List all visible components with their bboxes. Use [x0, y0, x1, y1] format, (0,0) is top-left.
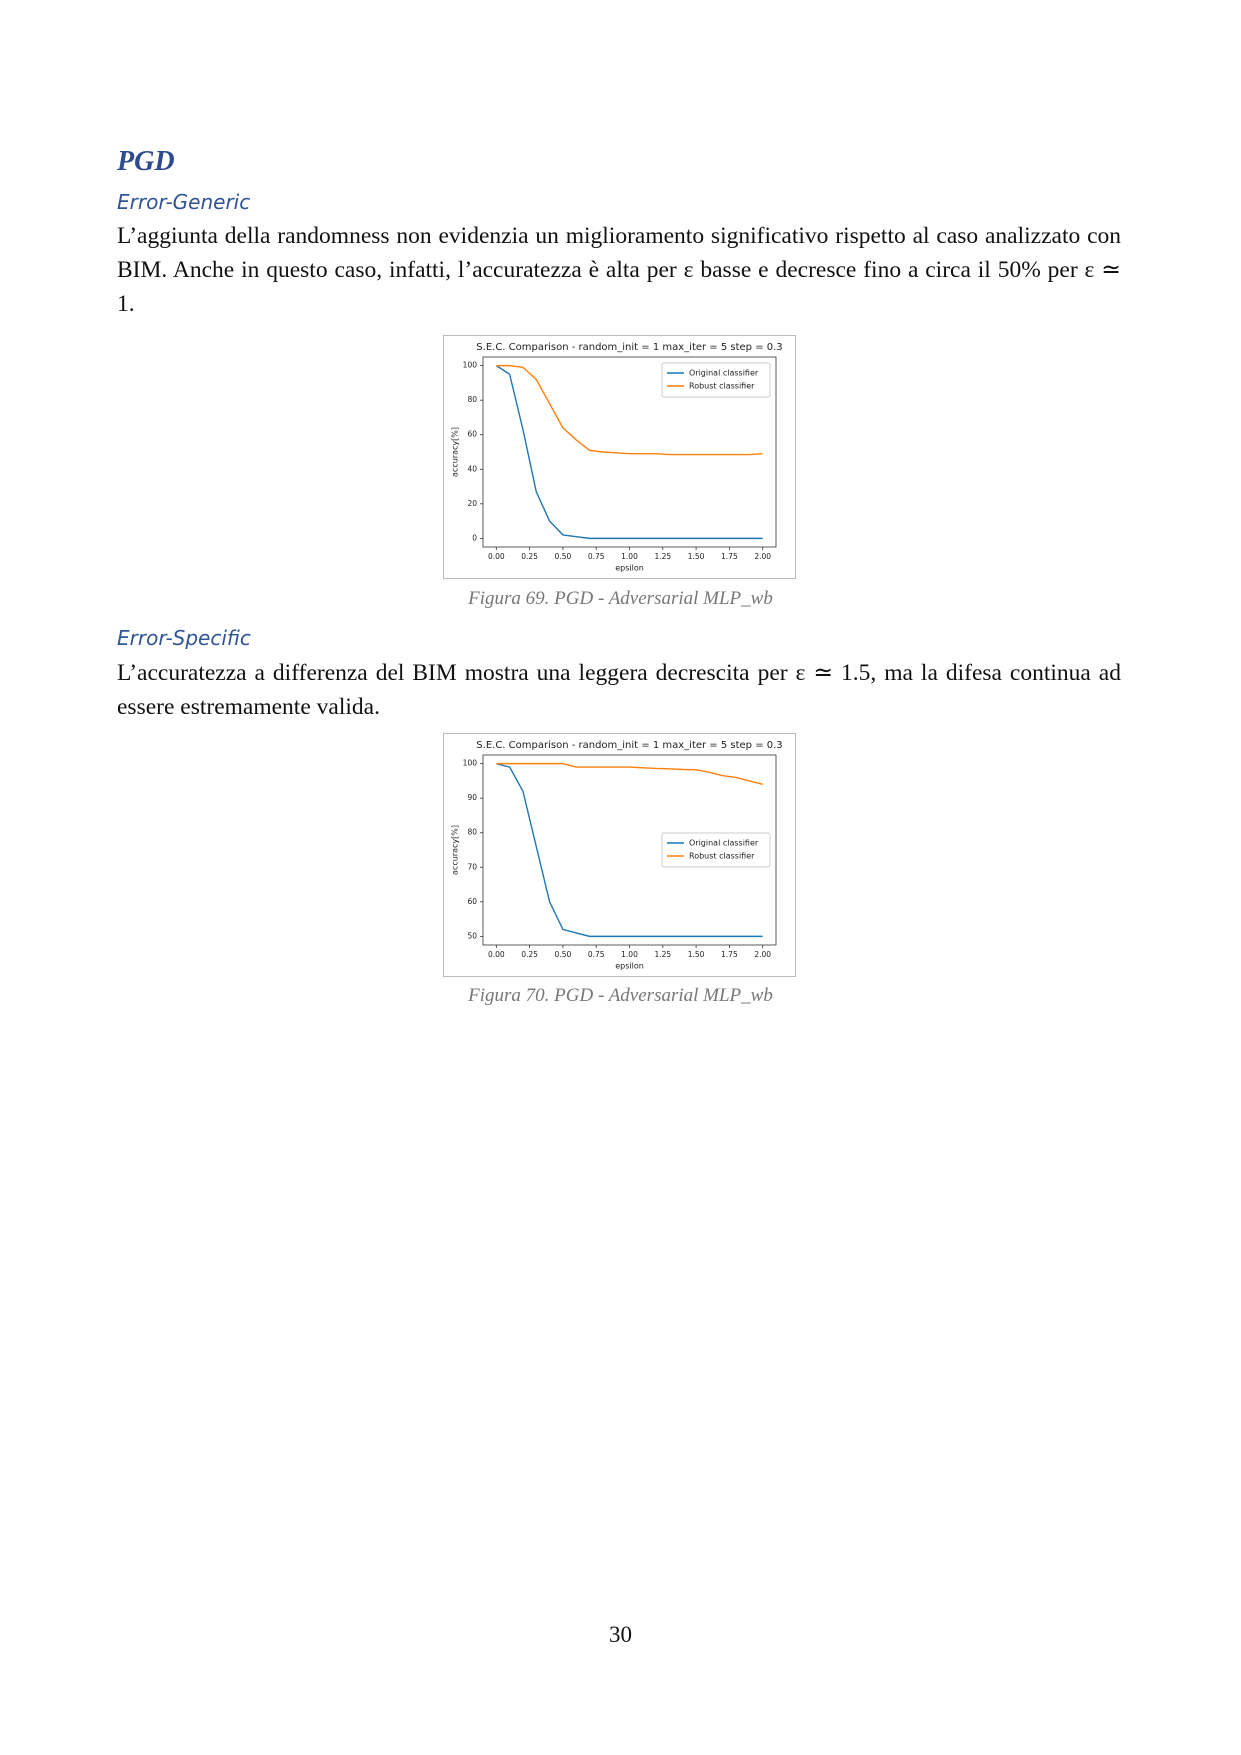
legend-label: Original classifier — [689, 839, 759, 848]
legend-box — [661, 362, 771, 398]
series-line — [495, 365, 763, 540]
series-line — [496, 762, 763, 938]
y-tick-label: 40 — [467, 464, 477, 473]
paragraph: L’accuratezza a differenza del BIM mostr… — [117, 660, 1121, 720]
y-axis-label: accuracy[%] — [451, 825, 460, 875]
y-axis-label: accuracy[%] — [451, 427, 460, 477]
legend-label: Robust classifier — [689, 382, 755, 391]
x-tick-label: 1.25 — [654, 950, 671, 959]
page-number: 30 — [609, 1622, 632, 1647]
y-tick-label: 100 — [463, 361, 478, 370]
legend-label: Original classifier — [689, 369, 759, 378]
x-tick-label: 0.25 — [521, 552, 538, 561]
y-tick-label: 50 — [467, 931, 477, 940]
x-tick-label: 0.50 — [555, 552, 572, 561]
y-tick-label: 60 — [467, 897, 477, 906]
legend-label: Robust classifier — [689, 852, 755, 861]
figure-caption: Figura 69. PGD - Adversarial MLP_wb — [468, 588, 773, 609]
x-tick-label: 2.00 — [754, 950, 771, 959]
y-tick-label: 20 — [467, 499, 477, 508]
y-tick-label: 0 — [472, 533, 477, 542]
figure-chart: S.E.C. Comparison - random_init = 1 max_… — [443, 733, 796, 977]
x-tick-label: 0.50 — [555, 950, 572, 959]
y-tick-label: 80 — [467, 828, 477, 837]
paragraph: L’aggiunta della randomness non evidenzi… — [117, 223, 1121, 317]
x-tick-label: 0.00 — [488, 552, 505, 561]
section-heading: PGD — [117, 146, 175, 177]
x-tick-label: 1.75 — [721, 552, 738, 561]
y-tick-label: 70 — [467, 862, 477, 871]
x-axis-label: epsilon — [615, 564, 644, 573]
chart-title: S.E.C. Comparison - random_init = 1 max_… — [476, 342, 782, 353]
x-tick-label: 2.00 — [754, 552, 771, 561]
x-tick-label: 1.75 — [721, 950, 738, 959]
x-tick-label: 1.00 — [621, 552, 638, 561]
figure-chart: S.E.C. Comparison - random_init = 1 max_… — [443, 335, 796, 579]
x-tick-label: 1.50 — [688, 552, 705, 561]
y-tick-label: 60 — [467, 430, 477, 439]
x-axis-label: epsilon — [615, 962, 644, 971]
x-tick-label: 0.25 — [521, 950, 538, 959]
y-tick-label: 100 — [463, 759, 478, 768]
x-tick-label: 1.00 — [621, 950, 638, 959]
legend-box — [661, 832, 771, 868]
x-tick-label: 1.50 — [688, 950, 705, 959]
subsection-heading: Error-Generic — [117, 190, 251, 214]
subsection-heading: Error-Specific — [117, 626, 251, 650]
chart-title: S.E.C. Comparison - random_init = 1 max_… — [476, 740, 782, 751]
x-tick-label: 0.75 — [588, 552, 605, 561]
x-tick-label: 1.25 — [654, 552, 671, 561]
y-tick-label: 80 — [467, 395, 477, 404]
x-tick-label: 0.00 — [488, 950, 505, 959]
x-tick-label: 0.75 — [588, 950, 605, 959]
series-line — [496, 364, 763, 456]
y-tick-label: 90 — [467, 793, 477, 802]
series-line — [496, 762, 763, 786]
figure-caption: Figura 70. PGD - Adversarial MLP_wb — [468, 985, 773, 1006]
